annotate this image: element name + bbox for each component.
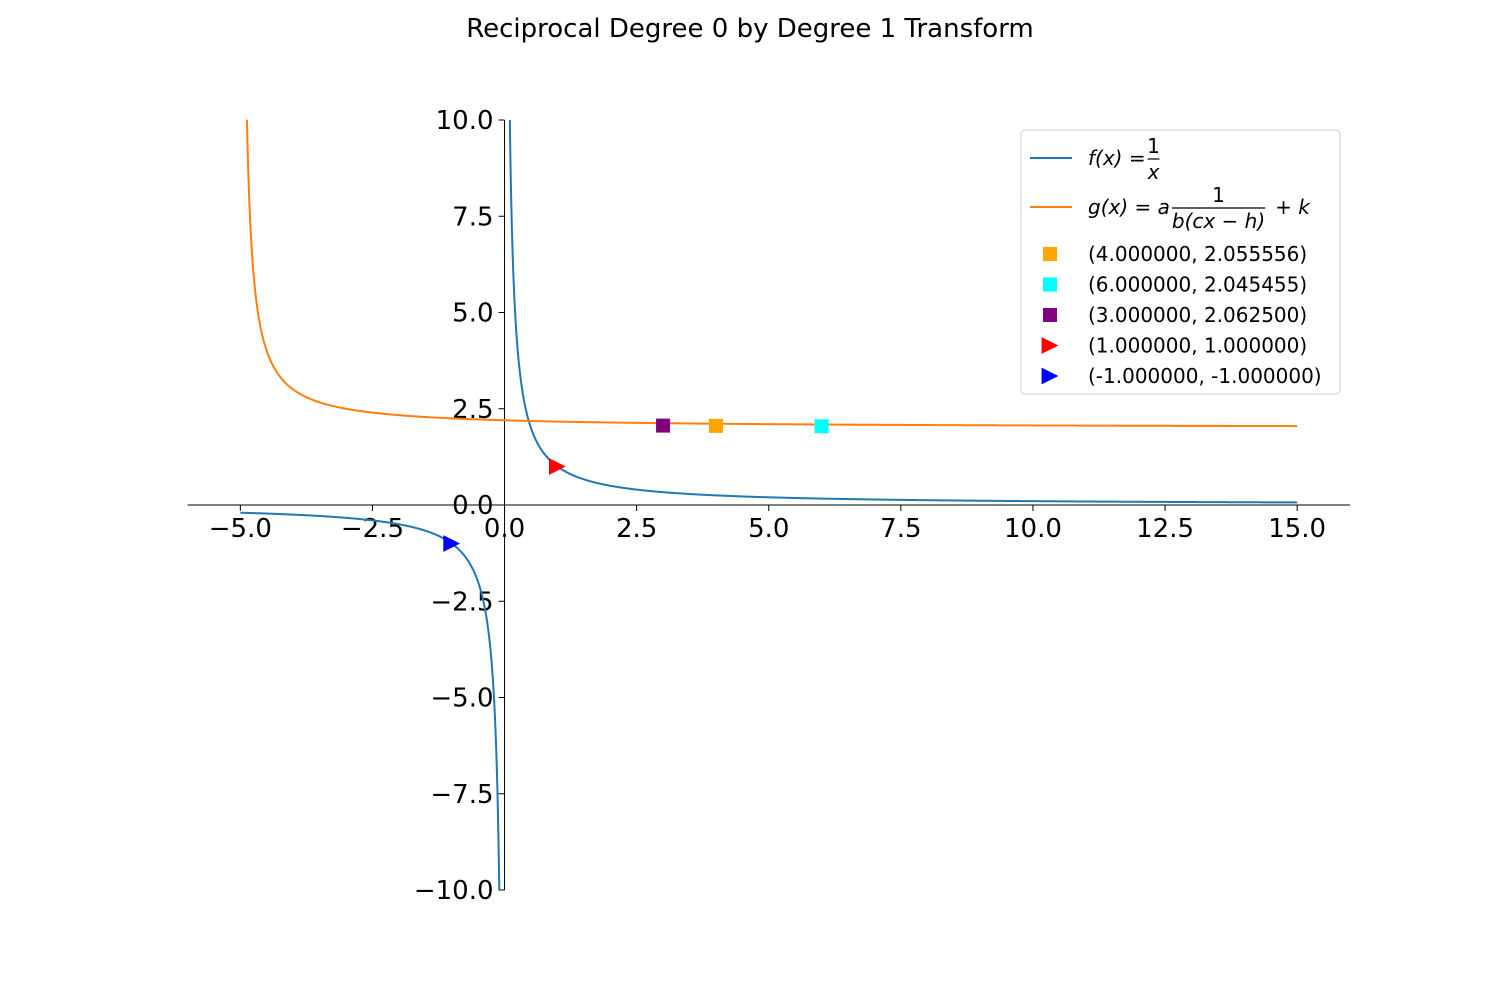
legend-label-lhs-0: f(x) = (1088, 146, 1146, 170)
legend-label-numerator-1: 1 (1212, 183, 1225, 207)
legend: f(x) = x1g(x) = ab(cx − h)1 + k(4.000000,… (1020, 129, 1341, 395)
y-tick-label: 10.0 (436, 106, 494, 136)
legend-marker-1 (1043, 277, 1057, 292)
legend-label-numerator-0: 1 (1147, 134, 1160, 158)
data-point-2 (656, 418, 671, 433)
x-tick-label: 0.0 (484, 514, 525, 544)
legend-label-tail-1: + k (1275, 195, 1311, 219)
data-points (443, 418, 829, 552)
legend-marker-4 (1041, 367, 1059, 385)
x-tick-label: −5.0 (209, 514, 272, 544)
axes: −5.0 −2.5 0.0 2.5 5.0 7.5 10.0 12.5 15.010.07.55… (187, 106, 1350, 906)
y-tick-label: 5.0 (452, 299, 493, 329)
series-line-0 (508, 119, 1298, 504)
x-tick-label: 15.0 (1268, 514, 1326, 544)
legend-marker-3 (1041, 337, 1059, 354)
legend-label-denominator-1: b(cx − h) (1172, 209, 1265, 233)
y-tick-label: −5.0 (430, 684, 493, 714)
legend-label-point-2: (3.000000, 2.062500) (1088, 303, 1307, 327)
x-tick-label: 7.5 (880, 514, 921, 544)
curves (240, 119, 1298, 891)
series-line-1 (245, 119, 1298, 428)
legend-label-lhs-1: g(x) = a (1088, 195, 1170, 219)
x-tick-label: 10.0 (1004, 514, 1062, 544)
chart-title: Reciprocal Degree 0 by Degree 1 Transfor… (466, 14, 1034, 44)
legend-label-point-0: (4.000000, 2.055556) (1088, 242, 1307, 266)
legend-marker-0 (1043, 247, 1057, 261)
legend-marker-2 (1043, 308, 1057, 322)
x-tick-label: 12.5 (1136, 514, 1194, 544)
legend-label-point-1: (6.000000, 2.045455) (1088, 273, 1307, 297)
series-line-0 (240, 511, 501, 891)
y-tick-label: 7.5 (452, 202, 493, 232)
legend-label-point-4: (-1.000000, -1.000000) (1088, 364, 1322, 388)
y-tick-label: −7.5 (430, 780, 493, 810)
y-tick-label: 0.0 (452, 491, 493, 521)
y-tick-label: −10.0 (414, 876, 494, 906)
x-tick-label: 5.0 (748, 514, 789, 544)
legend-label-point-3: (1.000000, 1.000000) (1088, 334, 1307, 358)
data-point-0 (708, 418, 723, 433)
data-point-4 (443, 535, 461, 552)
legend-box (1020, 129, 1341, 395)
data-point-3 (548, 458, 566, 475)
data-point-1 (814, 419, 829, 434)
legend-label-denominator-0: x (1147, 160, 1160, 184)
x-tick-label: 2.5 (616, 514, 657, 544)
